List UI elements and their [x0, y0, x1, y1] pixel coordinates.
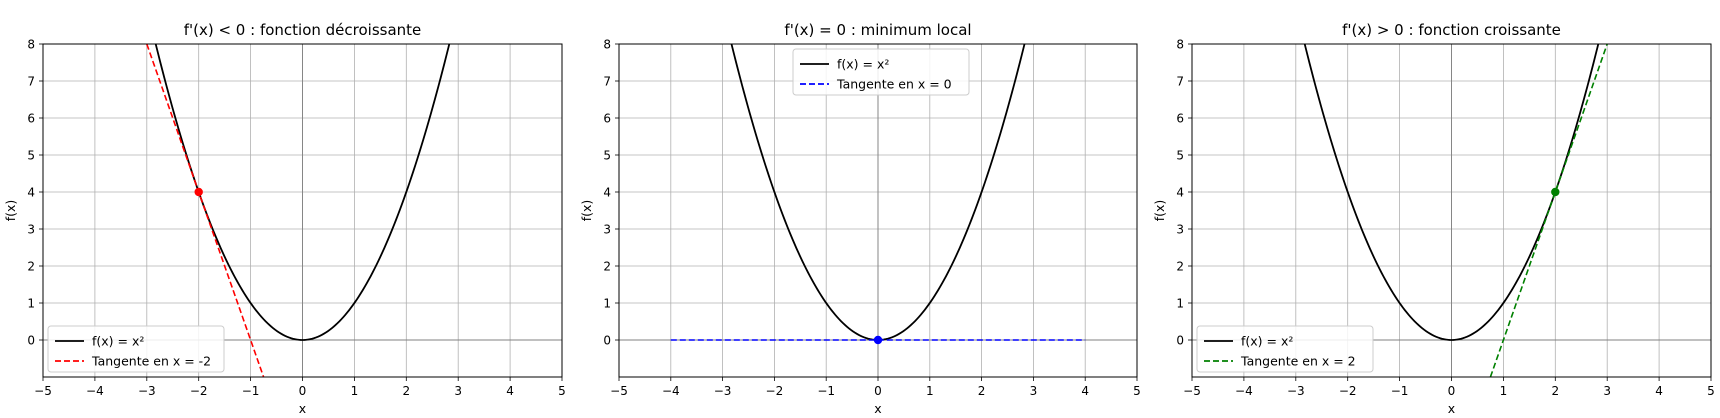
y-axis-label: f(x): [579, 200, 594, 222]
y-tick-label: 4: [27, 186, 35, 200]
y-tick-label: 6: [27, 112, 35, 126]
legend: f(x) = x² Tangente en x = -2: [47, 325, 225, 373]
y-tick-label: 0: [1176, 334, 1184, 348]
y-tick-label: 3: [603, 223, 611, 237]
x-tick-label: −3: [1287, 384, 1305, 398]
x-tick-label: 4: [506, 384, 514, 398]
x-tick-label: 3: [1603, 384, 1611, 398]
x-axis-label: x: [1448, 401, 1455, 416]
legend-label: Tangente en x = -2: [91, 354, 211, 369]
y-tick-label: 8: [603, 38, 611, 52]
y-tick-label: 1: [603, 297, 611, 311]
x-tick-label: −3: [138, 384, 156, 398]
legend-box: [792, 48, 970, 96]
y-tick-label: 8: [27, 38, 35, 52]
x-tick-label: 1: [1500, 384, 1508, 398]
x-tick-label: 0: [1448, 384, 1456, 398]
x-tick-label: −5: [1183, 384, 1201, 398]
legend-box: [1196, 325, 1374, 373]
x-tick-label: 3: [1030, 384, 1038, 398]
legend-label: f(x) = x²: [837, 57, 889, 72]
x-tick-label: 2: [978, 384, 986, 398]
y-tick-label: 0: [27, 334, 35, 348]
legend: f(x) = x² Tangente en x = 2: [1196, 325, 1374, 373]
x-tick-label: −4: [662, 384, 680, 398]
y-tick-label: 3: [1176, 223, 1184, 237]
x-tick-label: 1: [926, 384, 934, 398]
x-tick-label: 2: [402, 384, 410, 398]
x-tick-label: 5: [1133, 384, 1141, 398]
x-tick-label: −5: [34, 384, 52, 398]
legend: f(x) = x² Tangente en x = 0: [792, 48, 970, 96]
y-tick-label: 5: [1176, 149, 1184, 163]
legend-label: f(x) = x²: [1241, 334, 1293, 349]
tangent-point: [1551, 187, 1560, 197]
x-tick-label: 3: [454, 384, 462, 398]
y-tick-label: 4: [603, 186, 611, 200]
y-tick-label: 4: [1176, 186, 1184, 200]
y-tick-label: 8: [1176, 38, 1184, 52]
y-tick-label: 2: [1176, 260, 1184, 274]
x-tick-label: −1: [817, 384, 835, 398]
y-tick-label: 0: [603, 334, 611, 348]
x-tick-label: 0: [874, 384, 882, 398]
y-tick-label: 3: [27, 223, 35, 237]
chart-title: f'(x) < 0 : fonction décroissante: [184, 21, 422, 39]
y-tick-label: 6: [1176, 112, 1184, 126]
y-axis-label: f(x): [1152, 200, 1167, 222]
x-tick-label: −4: [1235, 384, 1253, 398]
x-tick-label: −1: [242, 384, 260, 398]
y-tick-label: 2: [603, 260, 611, 274]
x-tick-label: 4: [1081, 384, 1089, 398]
y-tick-label: 7: [27, 75, 35, 89]
legend-label: Tangente en x = 0: [836, 77, 952, 92]
x-tick-label: −2: [190, 384, 208, 398]
y-tick-label: 6: [603, 112, 611, 126]
x-tick-label: 5: [1707, 384, 1715, 398]
y-tick-label: 7: [1176, 75, 1184, 89]
tangent-point: [194, 187, 203, 197]
legend-box: [47, 325, 225, 373]
x-tick-label: −5: [610, 384, 628, 398]
x-tick-label: 4: [1655, 384, 1663, 398]
y-tick-label: 7: [603, 75, 611, 89]
x-tick-label: 1: [351, 384, 359, 398]
x-tick-label: 5: [558, 384, 566, 398]
subplot-1: −5 −4 −3 −2 −1 0 1 2 3 4 5 0 1 2 3 4 5 6 7 8 f'(x) < 0 : fon…: [3, 21, 566, 416]
legend-label: f(x) = x²: [92, 334, 144, 349]
x-axis-label: x: [874, 401, 881, 416]
series-tangent-line: [1489, 44, 1608, 377]
y-tick-label: 1: [1176, 297, 1184, 311]
subplot-3: −5 −4 −3 −2 −1 0 1 2 3 4 5 0 1 2 3 4 5 6 7 8 f'(x) > 0 : fon…: [1152, 21, 1715, 416]
y-axis-label: f(x): [3, 200, 18, 222]
x-tick-label: −3: [714, 384, 732, 398]
x-tick-label: 2: [1551, 384, 1559, 398]
x-tick-label: −2: [766, 384, 784, 398]
x-tick-label: −1: [1391, 384, 1409, 398]
y-tick-label: 1: [27, 297, 35, 311]
x-axis-label: x: [299, 401, 306, 416]
subplot-2: −5 −4 −3 −2 −1 0 1 2 3 4 5 0 1 2 3 4 5 6 7 8 f'(x) = 0 : min…: [579, 21, 1141, 416]
y-tick-label: 2: [27, 260, 35, 274]
x-tick-label: −4: [86, 384, 104, 398]
legend-label: Tangente en x = 2: [1240, 354, 1356, 369]
y-tick-label: 5: [603, 149, 611, 163]
x-tick-label: 0: [299, 384, 307, 398]
series-tangent-line: [146, 44, 265, 377]
tangent-point: [873, 335, 883, 345]
chart-title: f'(x) = 0 : minimum local: [784, 21, 971, 39]
chart-title: f'(x) > 0 : fonction croissante: [1342, 21, 1561, 39]
x-tick-label: −2: [1339, 384, 1357, 398]
y-tick-label: 5: [27, 149, 35, 163]
